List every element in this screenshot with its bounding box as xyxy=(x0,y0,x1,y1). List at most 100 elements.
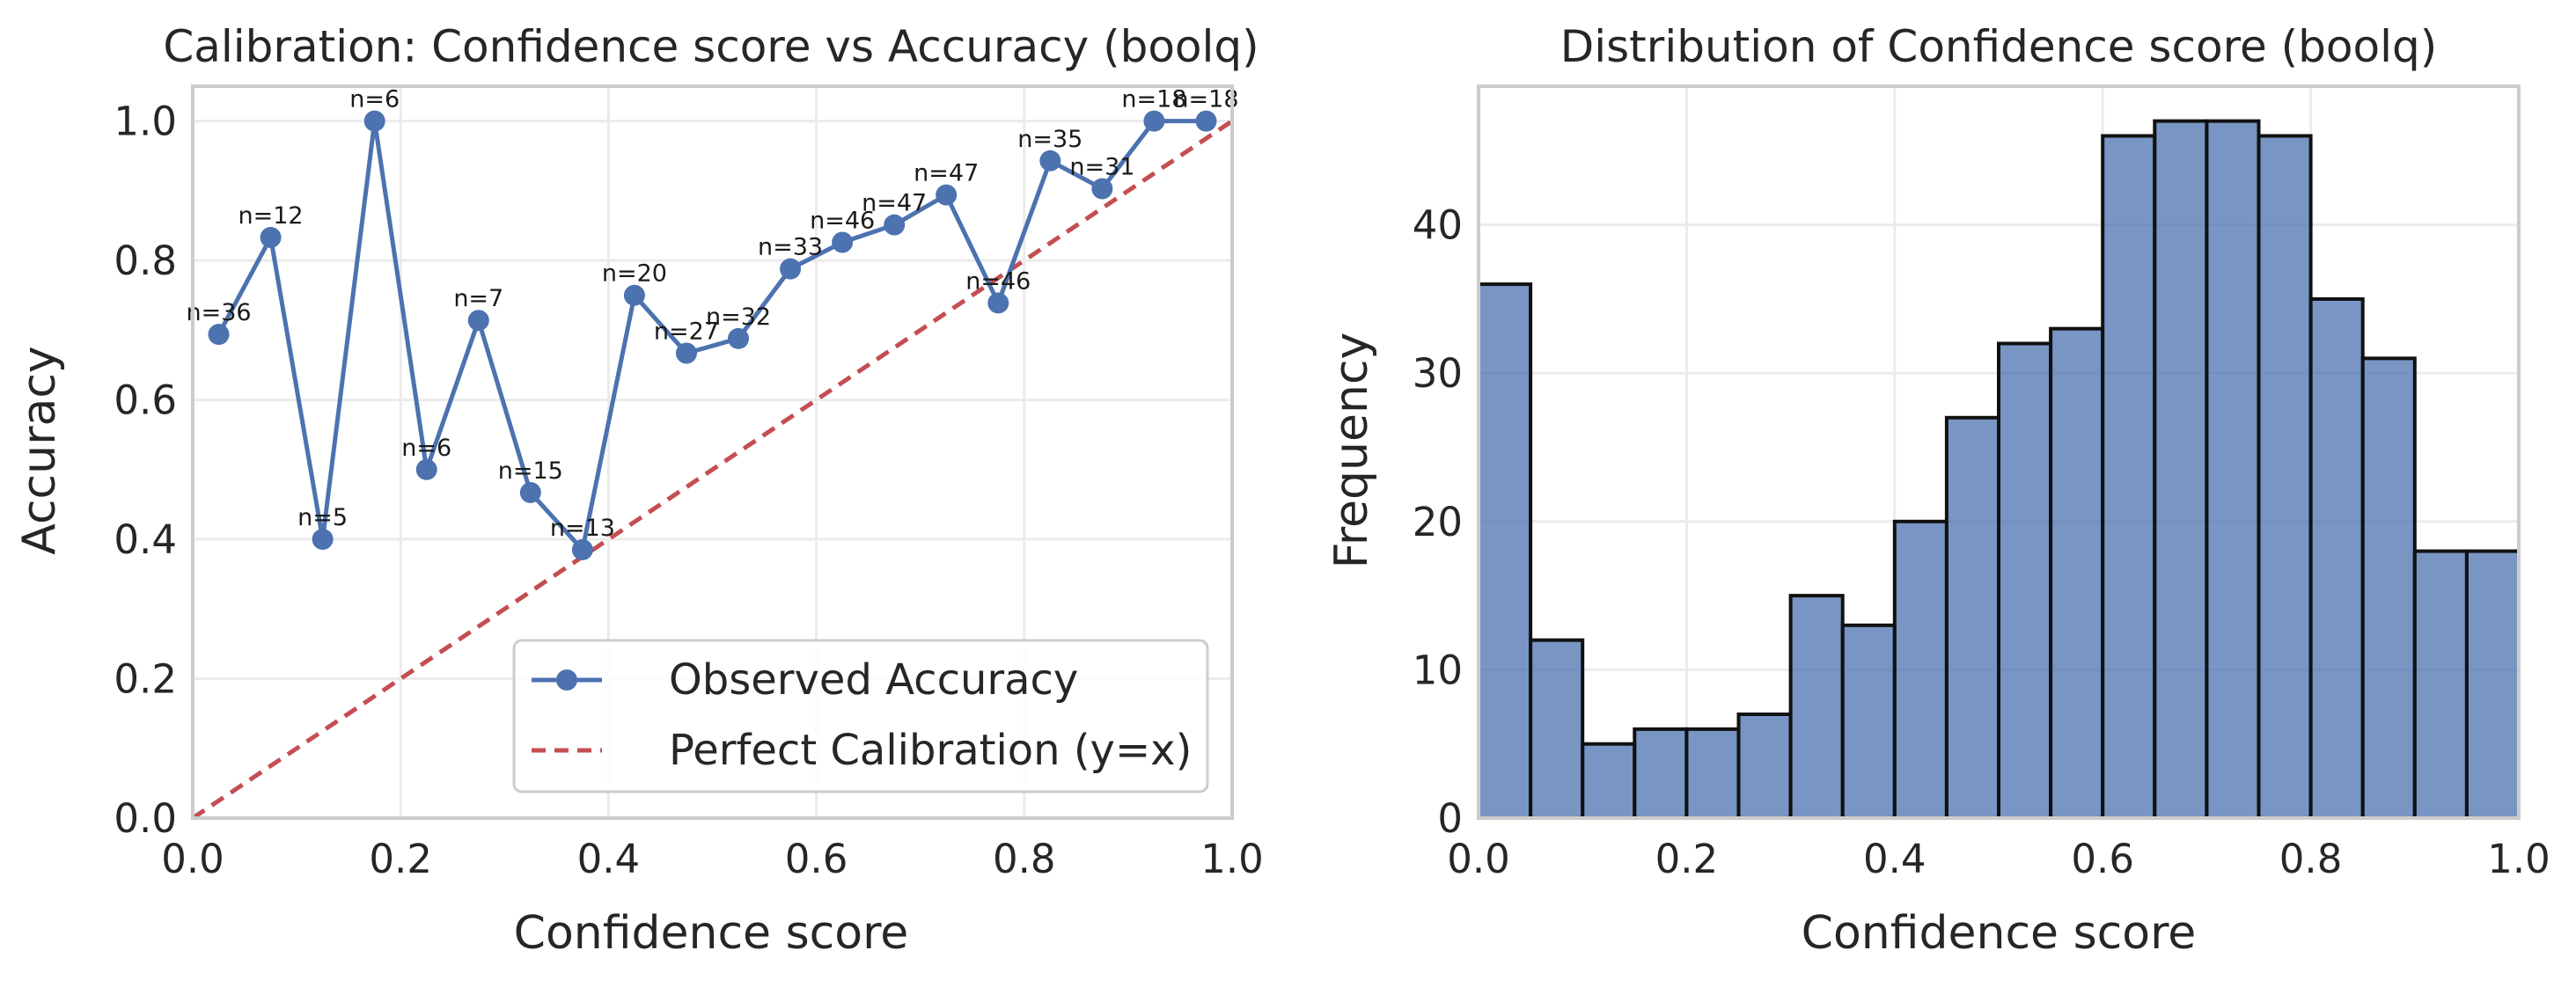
sample-count-label: n=31 xyxy=(1069,153,1134,180)
calibration-y-axis-label: Accuracy xyxy=(13,346,66,554)
accuracy-point xyxy=(1039,150,1061,172)
sample-count-label: n=12 xyxy=(239,202,304,230)
x-tick-label: 0.8 xyxy=(993,836,1056,882)
accuracy-point xyxy=(623,284,645,306)
x-tick-label: 1.0 xyxy=(2487,836,2550,882)
legend-observed-marker xyxy=(556,669,577,691)
accuracy-point xyxy=(884,214,906,236)
histogram-bar xyxy=(1840,623,1897,821)
histogram-y-axis-label: Frequency xyxy=(1325,333,1378,569)
x-tick-label: 0.2 xyxy=(369,836,432,882)
y-tick-label: 0.8 xyxy=(114,238,177,284)
histogram-bar xyxy=(2464,549,2521,821)
calibration-x-axis-label: Confidence score xyxy=(514,907,909,960)
histogram-bars xyxy=(1477,119,2521,821)
histogram-x-axis-label: Confidence score xyxy=(1802,907,2197,960)
histogram-bar xyxy=(2412,549,2469,821)
calibration-x-ticks: 0.0 0.2 0.4 0.6 0.8 1.0 xyxy=(161,836,1264,882)
histogram-axes-frame xyxy=(1477,84,2521,820)
x-tick-label: 0.0 xyxy=(1447,836,1510,882)
x-tick-label: 0.6 xyxy=(785,836,848,882)
y-tick-label: 0.4 xyxy=(114,516,177,563)
histogram-bar xyxy=(1892,519,1949,820)
sample-count-label: n=33 xyxy=(758,234,823,261)
histogram-title: Distribution of Confidence score (boolq) xyxy=(1560,21,2438,72)
perfect-calibration-line xyxy=(191,119,1234,821)
sample-count-label: n=36 xyxy=(186,299,251,326)
calibration-grid xyxy=(191,86,1234,820)
histogram-chart: 0.0 0.2 0.4 0.6 0.8 1.0 0 10 20 30 40 Distributio… xyxy=(1325,21,2550,960)
calibration-chart: n=36 n=12 n=5 n=6 n=6 n=7 n=15 n=13 n=20 n=27n=32… xyxy=(13,21,1264,960)
sample-count-label: n=27 xyxy=(654,318,719,345)
accuracy-point xyxy=(987,292,1009,314)
sample-count-label: n=47 xyxy=(914,160,979,187)
x-tick-label: 0.4 xyxy=(1863,836,1926,882)
sample-count-label: n=18 xyxy=(1173,86,1238,113)
y-tick-label: 0.2 xyxy=(114,656,177,703)
accuracy-point xyxy=(936,184,958,206)
histogram-bar xyxy=(1684,727,1741,820)
calibration-y-ticks: 0.0 0.2 0.4 0.6 0.8 1.0 xyxy=(114,99,177,842)
y-tick-label: 30 xyxy=(1413,350,1463,397)
x-tick-label: 0.2 xyxy=(1655,836,1719,882)
accuracy-point xyxy=(415,458,437,480)
histogram-x-ticks: 0.0 0.2 0.4 0.6 0.8 1.0 xyxy=(1447,836,2550,882)
y-tick-label: 0 xyxy=(1437,795,1463,842)
accuracy-point xyxy=(832,231,854,253)
accuracy-point xyxy=(467,310,489,332)
calibration-axes-frame xyxy=(191,84,1234,820)
histogram-bar xyxy=(1944,415,2000,820)
x-tick-label: 0.0 xyxy=(161,836,224,882)
histogram-y-ticks: 0 10 20 30 40 xyxy=(1413,202,1463,842)
sample-count-label: n=32 xyxy=(706,303,771,331)
histogram-bar xyxy=(2101,134,2157,820)
histogram-bar xyxy=(1788,594,1845,821)
legend-perfect-label: Perfect Calibration (y=x) xyxy=(669,726,1192,775)
sample-count-label: n=13 xyxy=(550,515,615,542)
y-tick-label: 10 xyxy=(1413,647,1463,693)
histogram-bar xyxy=(2205,119,2261,821)
accuracy-point xyxy=(312,529,334,551)
accuracy-point xyxy=(1091,178,1113,200)
x-tick-label: 1.0 xyxy=(1200,836,1264,882)
accuracy-point xyxy=(675,342,697,364)
histogram-bar xyxy=(1529,638,1585,820)
observed-accuracy-points xyxy=(208,110,1217,560)
histogram-bar xyxy=(1736,712,1793,821)
histogram-bar xyxy=(1997,341,2053,820)
histogram-bar xyxy=(2153,119,2209,821)
x-tick-label: 0.8 xyxy=(2279,836,2343,882)
y-tick-label: 0.0 xyxy=(114,795,177,842)
calibration-title: Calibration: Confidence score vs Accurac… xyxy=(163,21,1259,72)
x-tick-label: 0.4 xyxy=(577,836,641,882)
y-tick-label: 1.0 xyxy=(114,99,177,145)
accuracy-point xyxy=(260,226,282,248)
legend-observed-label: Observed Accuracy xyxy=(669,655,1078,705)
histogram-bar xyxy=(2257,134,2313,820)
x-tick-label: 0.6 xyxy=(2071,836,2134,882)
sample-count-label: n=18 xyxy=(1121,86,1186,113)
accuracy-point xyxy=(780,258,802,280)
sample-count-label: n=20 xyxy=(602,260,667,288)
sample-count-annotations: n=36 n=12 n=5 n=6 n=6 n=7 n=15 n=13 n=20 n=27n=32… xyxy=(186,86,1238,542)
y-tick-label: 40 xyxy=(1413,202,1463,249)
histogram-bar xyxy=(2049,326,2105,821)
y-tick-label: 20 xyxy=(1413,499,1463,545)
accuracy-point xyxy=(1195,110,1217,132)
accuracy-point xyxy=(363,110,385,132)
histogram-bar xyxy=(1633,727,1689,820)
sample-count-label: n=46 xyxy=(965,267,1031,295)
histogram-bar xyxy=(1477,282,1533,821)
sample-count-label: n=6 xyxy=(349,86,400,113)
accuracy-point xyxy=(519,481,541,503)
accuracy-point xyxy=(571,538,593,560)
legend-box xyxy=(512,639,1209,793)
histogram-bar xyxy=(1581,742,1637,821)
sample-count-label: n=7 xyxy=(453,285,503,312)
accuracy-point xyxy=(1143,110,1165,132)
sample-count-label: n=6 xyxy=(401,435,451,462)
histogram-bar xyxy=(2360,356,2417,820)
sample-count-label: n=46 xyxy=(810,207,875,234)
calibration-legend: Observed Accuracy Perfect Calibration (y… xyxy=(512,639,1209,793)
